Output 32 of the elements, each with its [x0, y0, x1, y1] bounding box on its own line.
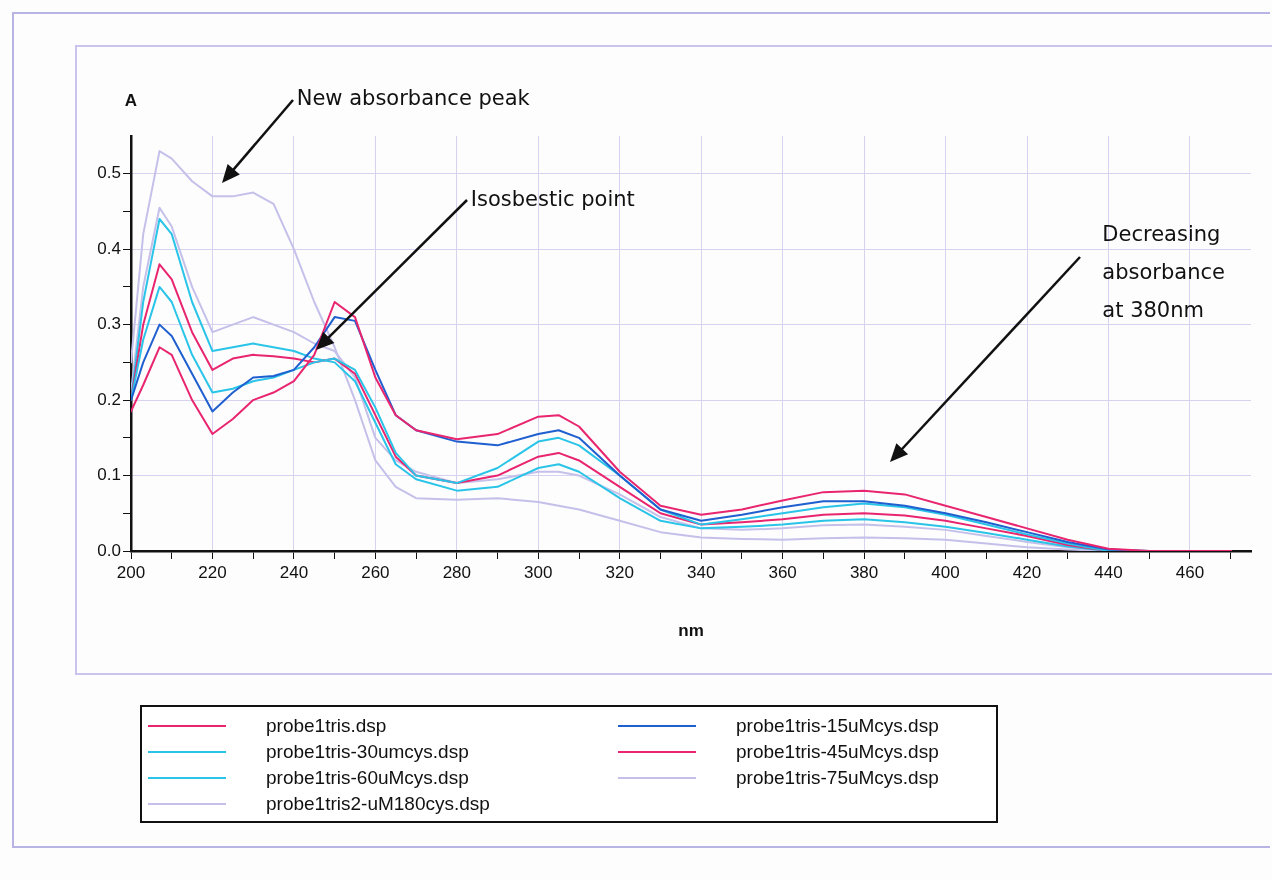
y-tick-label: 0.5	[97, 163, 121, 183]
y-tick-label: 0.0	[97, 540, 121, 560]
x-tick-label: 200	[116, 562, 146, 582]
x-tick-label: 420	[1012, 562, 1042, 582]
x-axis-title: nm	[678, 621, 704, 641]
x-tick-label: 260	[361, 562, 390, 582]
x-tick-label: 380	[849, 562, 879, 582]
y-tick-label: 0.2	[97, 389, 121, 409]
x-tick-label: 320	[605, 562, 634, 582]
x-tick-label: 280	[442, 562, 472, 582]
x-tick-label: 460	[1175, 562, 1205, 582]
x-tick-label: 360	[768, 562, 797, 582]
x-tick-label: 440	[1094, 562, 1123, 582]
x-tick-label: 340	[686, 562, 716, 582]
x-tick-label: 240	[279, 562, 309, 582]
legend-label: probe1tris-45uMcys.dsp	[736, 741, 939, 763]
legend-label: probe1tris-30umcys.dsp	[266, 741, 469, 763]
legend-label: probe1tris2-uM180cys.dsp	[266, 793, 490, 815]
legend-label: probe1tris.dsp	[266, 715, 387, 737]
text: New absorbance peak	[296, 86, 531, 111]
annotation: Isosbestic point	[470, 186, 635, 211]
y-tick-label: 0.4	[97, 238, 121, 258]
legend-label: probe1tris-75uMcys.dsp	[736, 767, 939, 789]
y-axis-title: A	[124, 91, 138, 110]
x-tick-label: 220	[198, 562, 227, 582]
x-tick-label: 300	[524, 562, 553, 582]
legend-label: probe1tris-15uMcys.dsp	[736, 715, 939, 737]
legend-label: probe1tris-60uMcys.dsp	[266, 767, 469, 789]
y-tick-label: 0.1	[97, 465, 121, 485]
y-tick-label: 0.3	[97, 314, 121, 334]
x-tick-label: 400	[931, 562, 960, 582]
annotation: Decreasing absorbance at 380nm	[1102, 221, 1225, 322]
